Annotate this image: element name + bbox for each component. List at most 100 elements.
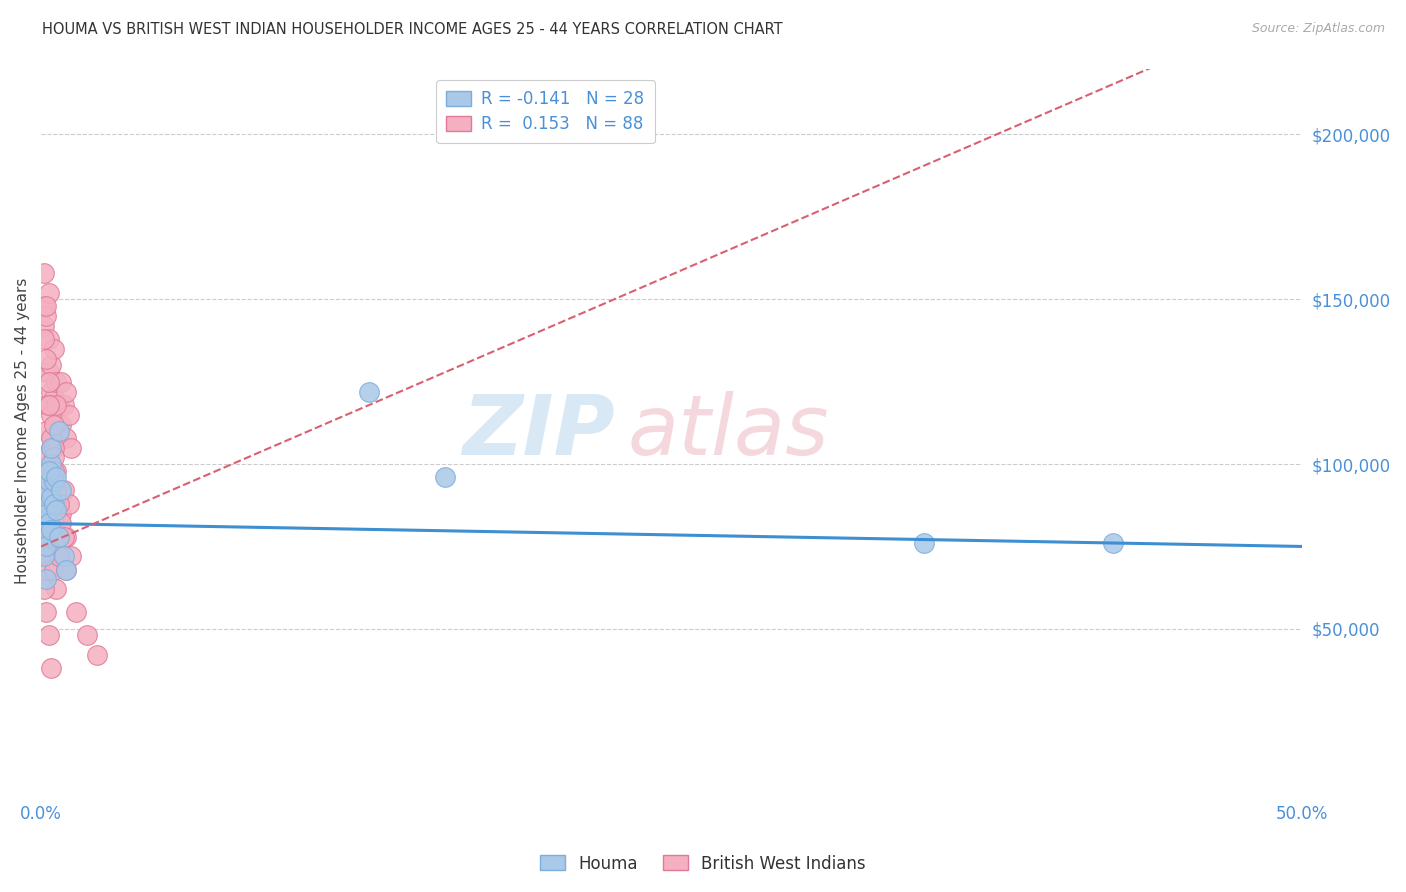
Point	[38, 562, 60, 576]
Point	[60, 441, 83, 455]
Point	[35, 530, 58, 544]
Point	[45, 375, 67, 389]
Legend: R = -0.141   N = 28, R =  0.153   N = 88: R = -0.141 N = 28, R = 0.153 N = 88	[436, 80, 655, 143]
Point	[38, 474, 60, 488]
Point	[55, 562, 77, 576]
Point	[42, 431, 65, 445]
Text: ZIP: ZIP	[463, 391, 614, 472]
Point	[45, 483, 67, 498]
Point	[35, 309, 58, 323]
Point	[42, 417, 65, 432]
Point	[48, 497, 70, 511]
Point	[58, 497, 80, 511]
Point	[433, 470, 456, 484]
Point	[38, 398, 60, 412]
Point	[86, 648, 108, 663]
Point	[48, 398, 70, 412]
Text: Source: ZipAtlas.com: Source: ZipAtlas.com	[1251, 22, 1385, 36]
Point	[42, 497, 65, 511]
Point	[38, 628, 60, 642]
Point	[51, 516, 73, 531]
Point	[42, 342, 65, 356]
Point	[39, 530, 62, 544]
Point	[45, 530, 67, 544]
Text: HOUMA VS BRITISH WEST INDIAN HOUSEHOLDER INCOME AGES 25 - 44 YEARS CORRELATION C: HOUMA VS BRITISH WEST INDIAN HOUSEHOLDER…	[42, 22, 783, 37]
Point	[35, 606, 58, 620]
Point	[38, 497, 60, 511]
Text: atlas: atlas	[627, 391, 830, 472]
Point	[39, 490, 62, 504]
Point	[55, 562, 77, 576]
Point	[35, 299, 58, 313]
Point	[32, 582, 55, 597]
Point	[45, 507, 67, 521]
Point	[1102, 536, 1125, 550]
Point	[60, 549, 83, 564]
Point	[55, 530, 77, 544]
Point	[42, 441, 65, 455]
Point	[35, 497, 58, 511]
Point	[38, 549, 60, 564]
Point	[32, 266, 55, 280]
Point	[38, 457, 60, 471]
Point	[42, 464, 65, 478]
Point	[38, 516, 60, 531]
Point	[58, 408, 80, 422]
Point	[48, 431, 70, 445]
Point	[55, 384, 77, 399]
Point	[38, 464, 60, 478]
Point	[39, 474, 62, 488]
Point	[45, 417, 67, 432]
Point	[39, 661, 62, 675]
Point	[35, 530, 58, 544]
Point	[39, 523, 62, 537]
Point	[45, 497, 67, 511]
Point	[39, 441, 62, 455]
Point	[35, 424, 58, 438]
Point	[38, 375, 60, 389]
Point	[51, 483, 73, 498]
Point	[42, 450, 65, 465]
Point	[39, 540, 62, 554]
Point	[38, 464, 60, 478]
Point	[48, 497, 70, 511]
Point	[39, 431, 62, 445]
Point	[45, 464, 67, 478]
Point	[35, 573, 58, 587]
Point	[42, 483, 65, 498]
Point	[55, 431, 77, 445]
Point	[76, 628, 98, 642]
Point	[52, 398, 75, 412]
Point	[42, 474, 65, 488]
Point	[32, 299, 55, 313]
Point	[39, 384, 62, 399]
Point	[51, 507, 73, 521]
Point	[38, 332, 60, 346]
Y-axis label: Householder Income Ages 25 - 44 years: Householder Income Ages 25 - 44 years	[15, 278, 30, 584]
Point	[38, 483, 60, 498]
Point	[35, 497, 58, 511]
Point	[42, 530, 65, 544]
Point	[48, 424, 70, 438]
Point	[51, 417, 73, 432]
Point	[45, 503, 67, 517]
Point	[42, 391, 65, 405]
Point	[45, 470, 67, 484]
Point	[38, 516, 60, 531]
Point	[42, 497, 65, 511]
Point	[38, 398, 60, 412]
Point	[35, 540, 58, 554]
Point	[35, 351, 58, 366]
Point	[38, 497, 60, 511]
Point	[32, 516, 55, 531]
Point	[35, 450, 58, 465]
Point	[38, 483, 60, 498]
Point	[32, 516, 55, 531]
Point	[32, 474, 55, 488]
Point	[35, 365, 58, 379]
Point	[39, 507, 62, 521]
Point	[32, 318, 55, 333]
Point	[35, 398, 58, 412]
Point	[35, 507, 58, 521]
Point	[32, 549, 55, 564]
